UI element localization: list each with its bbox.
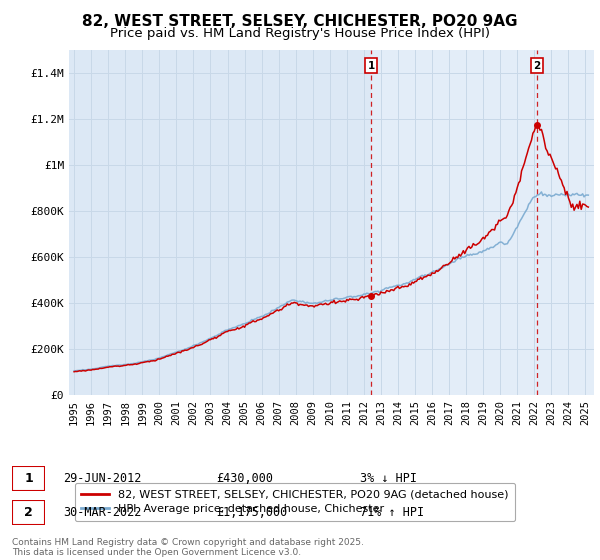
Text: Contains HM Land Registry data © Crown copyright and database right 2025.
This d: Contains HM Land Registry data © Crown c… [12, 538, 364, 557]
Text: Price paid vs. HM Land Registry's House Price Index (HPI): Price paid vs. HM Land Registry's House … [110, 27, 490, 40]
FancyBboxPatch shape [12, 500, 45, 525]
Text: 3% ↓ HPI: 3% ↓ HPI [360, 472, 417, 486]
Legend: 82, WEST STREET, SELSEY, CHICHESTER, PO20 9AG (detached house), HPI: Average pri: 82, WEST STREET, SELSEY, CHICHESTER, PO2… [74, 483, 515, 521]
Text: 1: 1 [367, 60, 374, 71]
Bar [371, 50, 537, 395]
Text: 2: 2 [533, 60, 541, 71]
Text: 29-JUN-2012: 29-JUN-2012 [63, 472, 142, 486]
Text: £430,000: £430,000 [216, 472, 273, 486]
FancyBboxPatch shape [12, 466, 45, 491]
Text: 71% ↑ HPI: 71% ↑ HPI [360, 506, 424, 519]
Text: £1,175,000: £1,175,000 [216, 506, 287, 519]
Bar [537, 50, 594, 395]
Text: 2: 2 [24, 506, 33, 519]
Text: 30-MAR-2022: 30-MAR-2022 [63, 506, 142, 519]
Text: 82, WEST STREET, SELSEY, CHICHESTER, PO20 9AG: 82, WEST STREET, SELSEY, CHICHESTER, PO2… [82, 14, 518, 29]
Text: 1: 1 [24, 472, 33, 486]
